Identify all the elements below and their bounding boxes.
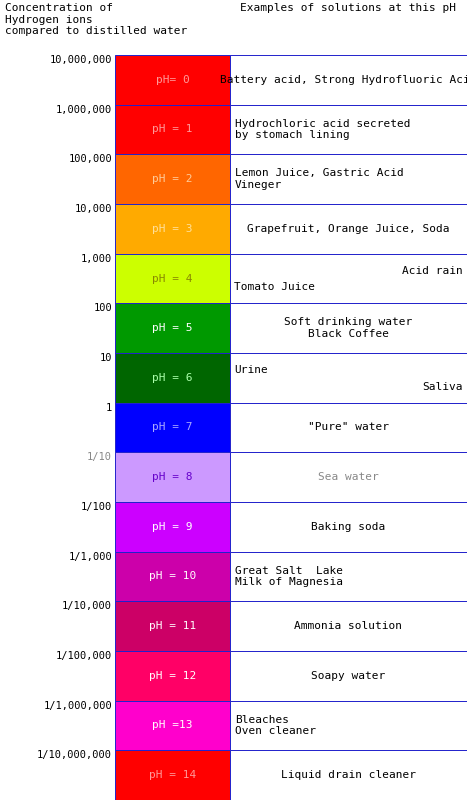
Bar bbox=[230, 552, 467, 602]
Text: Battery acid, Strong Hydrofluoric Acid: Battery acid, Strong Hydrofluoric Acid bbox=[220, 75, 467, 85]
Text: Soapy water: Soapy water bbox=[311, 671, 386, 681]
Text: Liquid drain cleaner: Liquid drain cleaner bbox=[281, 770, 416, 780]
Text: pH = 14: pH = 14 bbox=[149, 770, 196, 780]
Text: pH = 6: pH = 6 bbox=[152, 373, 193, 383]
Text: pH = 4: pH = 4 bbox=[152, 274, 193, 283]
Text: pH = 9: pH = 9 bbox=[152, 522, 193, 532]
Bar bbox=[115, 254, 230, 303]
Bar bbox=[115, 55, 230, 105]
Text: pH= 0: pH= 0 bbox=[156, 75, 190, 85]
Bar bbox=[230, 353, 467, 402]
Text: Acid rain: Acid rain bbox=[402, 266, 463, 276]
Text: Hydrochloric acid secreted
by stomach lining: Hydrochloric acid secreted by stomach li… bbox=[235, 118, 410, 140]
Bar bbox=[230, 602, 467, 651]
Bar bbox=[115, 750, 230, 800]
Bar bbox=[115, 552, 230, 602]
Text: pH = 2: pH = 2 bbox=[152, 174, 193, 184]
Bar bbox=[230, 701, 467, 750]
Text: 10: 10 bbox=[99, 353, 112, 363]
Bar bbox=[230, 402, 467, 452]
Text: pH = 10: pH = 10 bbox=[149, 571, 196, 582]
Text: 100: 100 bbox=[93, 303, 112, 314]
Text: 1,000,000: 1,000,000 bbox=[56, 105, 112, 114]
Text: 1,000: 1,000 bbox=[81, 254, 112, 264]
Text: pH = 11: pH = 11 bbox=[149, 621, 196, 631]
Text: pH = 8: pH = 8 bbox=[152, 472, 193, 482]
Text: Grapefruit, Orange Juice, Soda: Grapefruit, Orange Juice, Soda bbox=[247, 224, 450, 234]
Text: Concentration of
Hydrogen ions
compared to distilled water: Concentration of Hydrogen ions compared … bbox=[5, 3, 187, 36]
Text: pH =13: pH =13 bbox=[152, 721, 193, 730]
Text: "Pure" water: "Pure" water bbox=[308, 422, 389, 433]
Bar bbox=[230, 303, 467, 353]
Text: 1/1,000: 1/1,000 bbox=[68, 552, 112, 562]
Bar bbox=[230, 750, 467, 800]
Text: Great Salt  Lake
Milk of Magnesia: Great Salt Lake Milk of Magnesia bbox=[235, 566, 343, 587]
Text: 1/10,000: 1/10,000 bbox=[62, 602, 112, 611]
Bar bbox=[115, 353, 230, 402]
Text: Baking soda: Baking soda bbox=[311, 522, 386, 532]
Text: 1/10,000,000: 1/10,000,000 bbox=[37, 750, 112, 760]
Text: pH = 3: pH = 3 bbox=[152, 224, 193, 234]
Bar bbox=[115, 204, 230, 254]
Text: Ammonia solution: Ammonia solution bbox=[295, 621, 403, 631]
Bar bbox=[230, 154, 467, 204]
Text: Soft drinking water
Black Coffee: Soft drinking water Black Coffee bbox=[284, 318, 413, 339]
Text: 1/100,000: 1/100,000 bbox=[56, 651, 112, 661]
Bar bbox=[115, 105, 230, 154]
Text: 1/1,000,000: 1/1,000,000 bbox=[43, 701, 112, 710]
Text: Sea water: Sea water bbox=[318, 472, 379, 482]
Bar bbox=[115, 602, 230, 651]
Bar bbox=[230, 105, 467, 154]
Bar bbox=[115, 651, 230, 701]
Bar bbox=[230, 204, 467, 254]
Bar bbox=[115, 402, 230, 452]
Bar bbox=[115, 154, 230, 204]
Bar bbox=[115, 701, 230, 750]
Bar bbox=[115, 502, 230, 552]
Text: pH = 1: pH = 1 bbox=[152, 125, 193, 134]
Text: 1/10: 1/10 bbox=[87, 452, 112, 462]
Text: pH = 5: pH = 5 bbox=[152, 323, 193, 333]
Text: Examples of solutions at this pH: Examples of solutions at this pH bbox=[241, 3, 457, 13]
Bar bbox=[230, 452, 467, 502]
Bar bbox=[230, 502, 467, 552]
Bar bbox=[115, 452, 230, 502]
Text: pH = 7: pH = 7 bbox=[152, 422, 193, 433]
Text: Lemon Juice, Gastric Acid
Vineger: Lemon Juice, Gastric Acid Vineger bbox=[235, 168, 404, 190]
Text: Bleaches
Oven cleaner: Bleaches Oven cleaner bbox=[235, 714, 316, 736]
Bar bbox=[230, 651, 467, 701]
Bar bbox=[230, 55, 467, 105]
Bar bbox=[230, 254, 467, 303]
Bar bbox=[115, 303, 230, 353]
Text: 10,000: 10,000 bbox=[75, 204, 112, 214]
Text: 100,000: 100,000 bbox=[68, 154, 112, 164]
Text: pH = 12: pH = 12 bbox=[149, 671, 196, 681]
Text: Saliva: Saliva bbox=[423, 382, 463, 392]
Text: Urine: Urine bbox=[234, 366, 268, 375]
Text: Tomato Juice: Tomato Juice bbox=[234, 282, 315, 293]
Text: 10,000,000: 10,000,000 bbox=[50, 55, 112, 65]
Text: 1/100: 1/100 bbox=[81, 502, 112, 512]
Text: 1: 1 bbox=[106, 402, 112, 413]
